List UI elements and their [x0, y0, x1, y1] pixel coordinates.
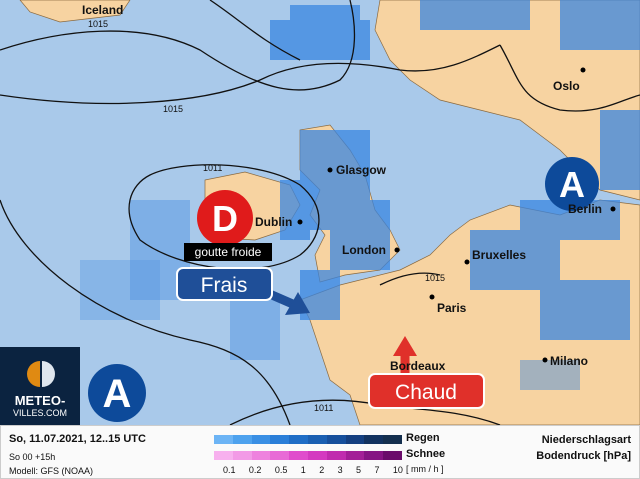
scale-swatch — [289, 451, 308, 460]
unit-label: [ mm / h ] — [406, 464, 444, 474]
snow-color-scale — [214, 451, 402, 460]
legend-panel: So, 11.07.2021, 12..15 UTC So 00 +15h Mo… — [0, 425, 640, 479]
cool-air-arrow: Frais — [176, 267, 310, 315]
scale-ticks: 0.1 0.2 0.5 1 2 3 5 7 10 — [223, 465, 403, 475]
scale-swatch — [232, 435, 252, 444]
low-pressure-marker: D goutte froide — [184, 190, 272, 261]
logo-moon-icon — [27, 361, 55, 387]
isobars — [0, 0, 640, 425]
forecast-date: So, 11.07.2021, 12..15 UTC — [9, 433, 146, 445]
scale-swatch — [364, 451, 384, 460]
svg-text:Paris: Paris — [437, 301, 467, 315]
svg-text:Milano: Milano — [550, 354, 588, 368]
svg-text:1011: 1011 — [314, 403, 333, 413]
warm-air-arrow: Chaud — [368, 336, 485, 409]
svg-text:Oslo: Oslo — [553, 79, 580, 93]
legend-title-precip: Niederschlagsart — [541, 434, 631, 446]
svg-text:Iceland: Iceland — [82, 3, 123, 17]
svg-text:Glasgow: Glasgow — [336, 163, 387, 177]
svg-text:Berlin: Berlin — [568, 202, 602, 216]
scale-swatch — [270, 451, 290, 460]
scale-swatch — [345, 451, 365, 460]
weather-map: 1015 1015 1011 1015 1011 D goutte froide… — [0, 0, 640, 425]
rain-label: Regen — [406, 432, 440, 444]
snow-label: Schnee — [406, 448, 446, 460]
scale-swatch — [326, 451, 346, 460]
svg-text:London: London — [342, 243, 386, 257]
isobar-labels: 1015 1015 1011 1015 1011 — [88, 19, 445, 413]
scale-swatch — [307, 435, 327, 444]
svg-text:Bruxelles: Bruxelles — [472, 248, 526, 262]
scale-swatch — [232, 451, 252, 460]
high-pressure-marker: A A — [88, 157, 599, 422]
meteo-villes-logo: METEO- VILLES.COM — [0, 347, 80, 425]
forecast-run: So 00 +15h — [9, 452, 56, 462]
scale-swatch — [251, 435, 271, 444]
svg-text:1015: 1015 — [163, 104, 183, 114]
legend-title-pressure: Bodendruck [hPa] — [536, 450, 631, 462]
scale-swatch — [364, 435, 384, 444]
city-labels: Iceland Glasgow Dublin London Bruxelles … — [82, 3, 616, 373]
svg-text:A: A — [559, 164, 585, 205]
scale-swatch — [270, 435, 290, 444]
cold-drop-label: goutte froide — [195, 245, 262, 259]
scale-swatch — [214, 435, 233, 444]
scale-swatch — [326, 435, 346, 444]
svg-text:Frais: Frais — [201, 274, 248, 297]
scale-swatch — [251, 451, 271, 460]
scale-swatch — [289, 435, 308, 444]
svg-text:Bordeaux: Bordeaux — [390, 359, 446, 373]
rain-color-scale — [214, 435, 402, 444]
scale-swatch — [345, 435, 365, 444]
svg-text:1011: 1011 — [203, 163, 222, 173]
svg-text:A: A — [103, 372, 132, 416]
svg-text:1015: 1015 — [88, 19, 108, 29]
scale-swatch — [214, 451, 233, 460]
svg-text:Chaud: Chaud — [395, 381, 457, 404]
scale-swatch — [383, 451, 402, 460]
scale-swatch — [383, 435, 402, 444]
svg-text:D: D — [212, 198, 238, 239]
svg-text:1015: 1015 — [425, 273, 445, 283]
scale-swatch — [307, 451, 327, 460]
model-name: Modell: GFS (NOAA) — [9, 466, 94, 476]
svg-text:Dublin: Dublin — [255, 215, 292, 229]
